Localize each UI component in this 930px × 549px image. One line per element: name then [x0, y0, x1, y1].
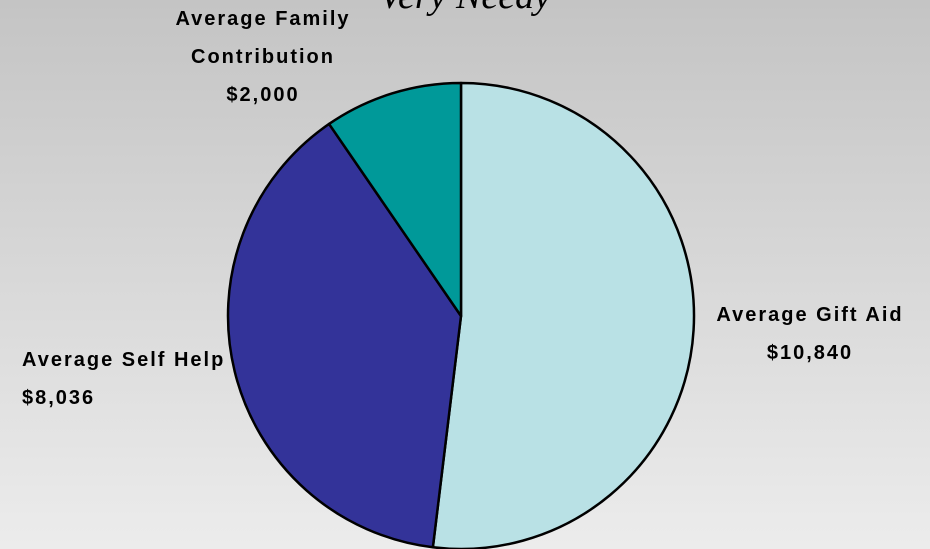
pie-slice — [327, 81, 463, 318]
category-label: Average Family Contribution — [175, 8, 351, 68]
slice-label: Average Self Help $8,036 — [22, 341, 227, 417]
category-label: Average Self Help — [22, 349, 226, 371]
pie-slice — [431, 81, 696, 549]
chart-title: Very Needy — [0, 0, 930, 18]
slice-label: Average Family Contribution $2,000 — [148, 0, 378, 114]
slice-label: Average Gift Aid $10,840 — [700, 296, 920, 372]
category-label: Average Gift Aid — [716, 304, 904, 326]
value-label: $8,036 — [22, 387, 96, 409]
pie-slice — [226, 122, 463, 549]
value-label: $2,000 — [226, 84, 300, 106]
value-label: $10,840 — [766, 342, 854, 364]
